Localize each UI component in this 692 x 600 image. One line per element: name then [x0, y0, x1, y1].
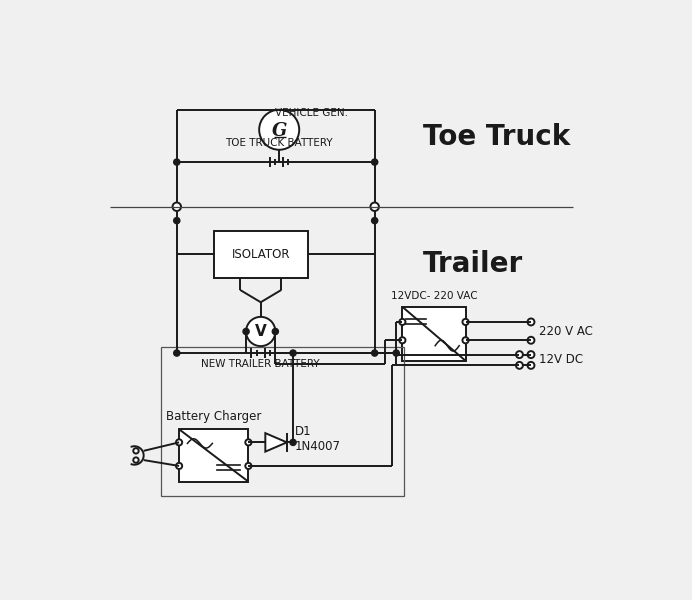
Circle shape [174, 218, 180, 224]
Circle shape [290, 350, 296, 356]
Circle shape [393, 350, 399, 356]
Text: 12VDC- 220 VAC: 12VDC- 220 VAC [391, 290, 477, 301]
Text: 220 V AC: 220 V AC [538, 325, 592, 338]
Circle shape [174, 159, 180, 165]
Circle shape [527, 337, 534, 344]
Text: V: V [255, 324, 266, 339]
Circle shape [527, 362, 534, 369]
Circle shape [245, 439, 251, 445]
Circle shape [399, 319, 406, 325]
Polygon shape [265, 433, 287, 452]
Text: ISOLATOR: ISOLATOR [231, 248, 290, 261]
Circle shape [246, 317, 275, 346]
Text: G: G [272, 122, 288, 140]
Circle shape [176, 439, 182, 445]
Circle shape [243, 328, 249, 335]
Bar [179, 429, 248, 482]
Circle shape [372, 159, 378, 165]
Text: D1
1N4007: D1 1N4007 [295, 425, 340, 452]
Circle shape [134, 457, 138, 463]
Text: TOE TRUCK BATTERY: TOE TRUCK BATTERY [226, 138, 333, 148]
Circle shape [516, 362, 523, 369]
Circle shape [462, 337, 468, 343]
Circle shape [245, 463, 251, 469]
Bar [402, 307, 466, 361]
Circle shape [172, 203, 181, 211]
Circle shape [134, 448, 138, 454]
Text: 12V DC: 12V DC [538, 353, 583, 367]
Circle shape [260, 110, 299, 150]
Text: Trailer: Trailer [424, 251, 523, 278]
Bar [214, 232, 308, 278]
Text: NEW TRAILER BATTERY: NEW TRAILER BATTERY [201, 359, 320, 369]
Text: Toe Truck: Toe Truck [424, 124, 570, 151]
Circle shape [272, 328, 278, 335]
Circle shape [372, 218, 378, 224]
Text: Battery Charger: Battery Charger [166, 410, 262, 423]
Circle shape [372, 350, 378, 356]
Circle shape [462, 319, 468, 325]
Circle shape [370, 203, 379, 211]
Circle shape [290, 439, 296, 445]
Circle shape [527, 351, 534, 358]
Circle shape [527, 319, 534, 325]
Circle shape [516, 351, 523, 358]
Circle shape [399, 337, 406, 343]
Text: VEHICLE GEN.: VEHICLE GEN. [275, 108, 348, 118]
Bar [161, 347, 404, 496]
Circle shape [174, 350, 180, 356]
Circle shape [176, 463, 182, 469]
